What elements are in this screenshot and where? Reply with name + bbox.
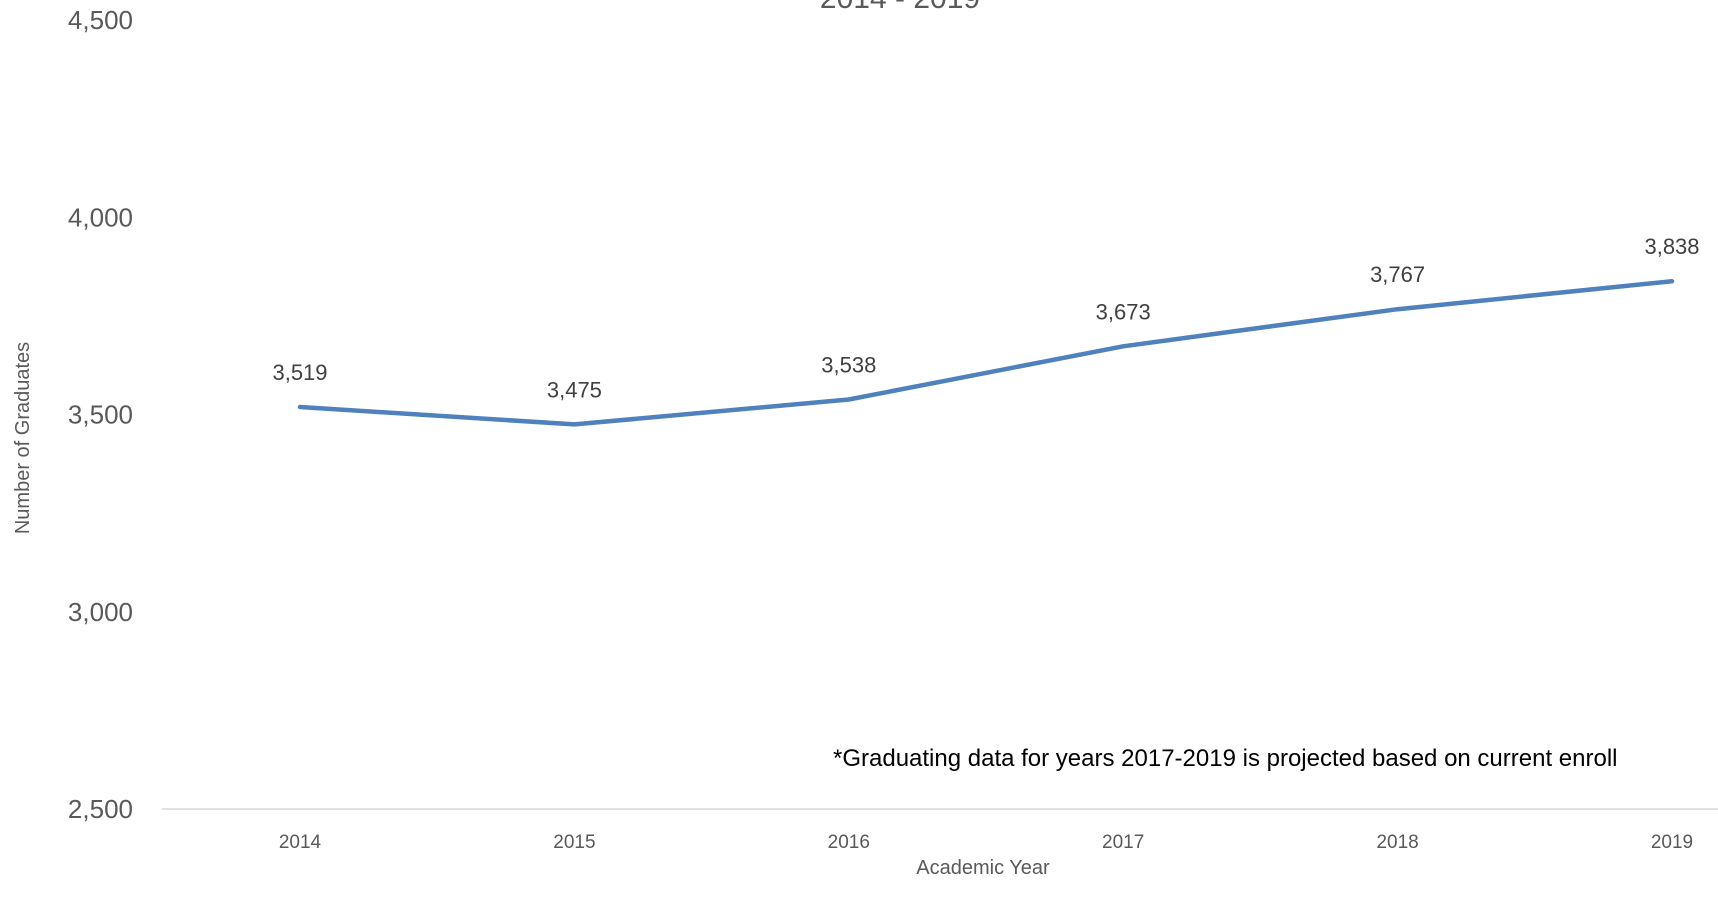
chart-title: 2014 - 2019 bbox=[820, 0, 980, 15]
x-tick-label: 2018 bbox=[1376, 832, 1418, 853]
data-label: 3,673 bbox=[1096, 299, 1151, 324]
x-tick-label: 2015 bbox=[553, 832, 595, 853]
data-label: 3,838 bbox=[1644, 234, 1699, 259]
data-labels: 3,519 3,475 3,538 3,673 3,767 3,838 bbox=[272, 234, 1699, 402]
annotation-note: *Graduating data for years 2017-2019 is … bbox=[833, 745, 1618, 772]
x-tick-label: 2014 bbox=[279, 832, 322, 853]
y-axis-title: Number of Graduates bbox=[12, 342, 34, 534]
x-tick-label: 2019 bbox=[1651, 832, 1693, 853]
y-tick-label: 3,000 bbox=[68, 597, 133, 627]
x-axis-ticks: 2014 2015 2016 2017 2018 2019 bbox=[279, 832, 1693, 853]
x-tick-label: 2016 bbox=[828, 832, 870, 853]
data-label: 3,767 bbox=[1370, 262, 1425, 287]
data-label: 3,475 bbox=[547, 377, 602, 402]
series-line bbox=[297, 278, 1675, 427]
y-tick-label: 4,500 bbox=[68, 5, 133, 35]
y-tick-label: 3,500 bbox=[68, 400, 133, 430]
data-label: 3,538 bbox=[821, 353, 876, 378]
y-tick-label: 2,500 bbox=[68, 794, 133, 824]
data-label: 3,519 bbox=[272, 360, 327, 385]
y-axis-ticks: 2,500 3,000 3,500 4,000 4,500 bbox=[68, 5, 133, 824]
x-axis-title: Academic Year bbox=[916, 857, 1050, 879]
y-tick-label: 4,000 bbox=[68, 202, 133, 232]
x-tick-label: 2017 bbox=[1102, 832, 1144, 853]
